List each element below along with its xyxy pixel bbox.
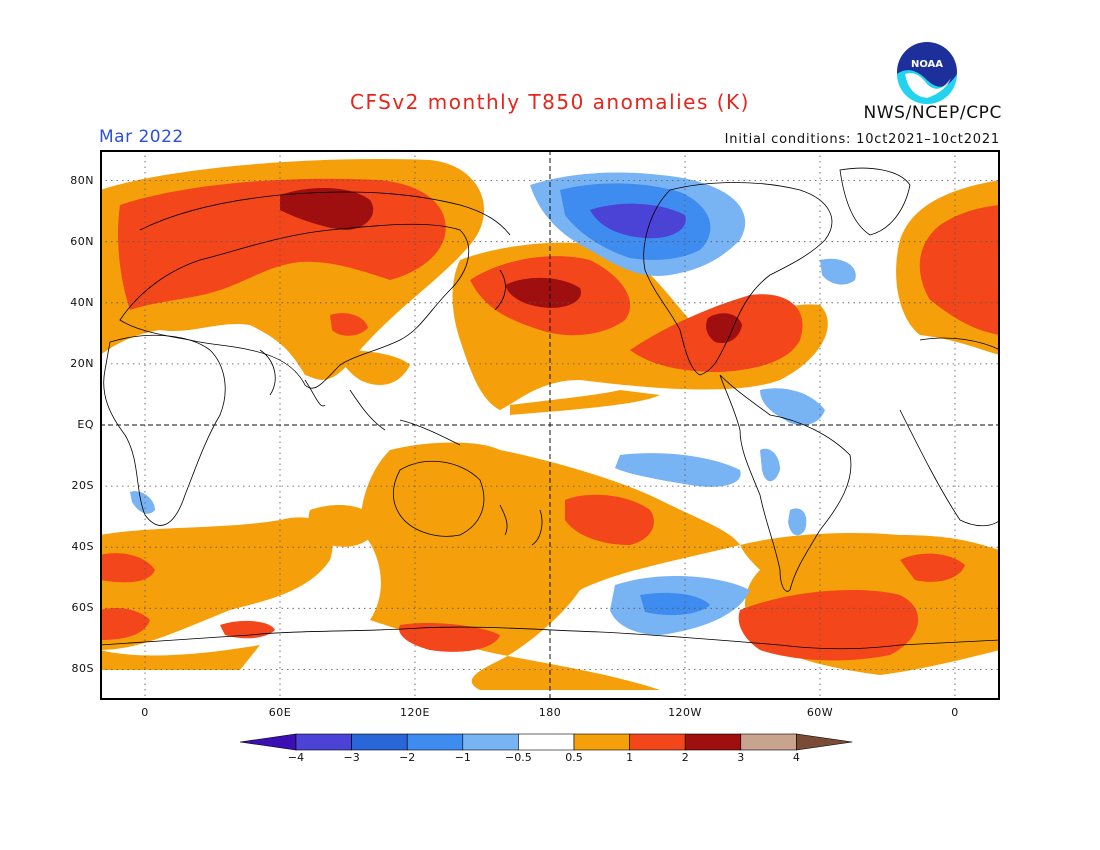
logo-text: NOAA: [911, 59, 943, 70]
lat-tick-label: 80N: [70, 173, 94, 187]
colorbar-swatch: [518, 733, 575, 751]
colorbar-label: 3: [737, 751, 745, 764]
colorbar-swatch: [740, 733, 797, 751]
lon-tick-label: 0: [141, 706, 149, 719]
colorbar-label: 2: [681, 751, 689, 764]
colorbar-swatch: [406, 733, 464, 751]
colorbar-swatch: [629, 733, 686, 751]
lat-tick-label: 40N: [70, 295, 94, 309]
colorbar-label: −0.5: [505, 751, 532, 764]
lat-tick-label: 60N: [70, 234, 94, 248]
anomaly-field-darkred: [280, 188, 742, 344]
lon-tick-label: 120W: [668, 706, 702, 719]
colorbar-label: 4: [792, 751, 800, 764]
colorbar-swatch: [573, 733, 630, 751]
lat-tick-label: 80S: [71, 662, 94, 676]
lon-tick-label: 120E: [400, 706, 430, 719]
noaa-logo-icon: NOAA: [897, 42, 957, 104]
lat-tick-label: EQ: [77, 418, 94, 431]
lat-tick-label: 20S: [71, 479, 94, 493]
colorbar-swatch: [295, 733, 352, 751]
forecast-month: Mar 2022: [99, 127, 184, 147]
colorbar-label: 0.5: [565, 751, 583, 764]
anomaly-map: [100, 150, 1000, 700]
colorbar-label: −1: [454, 751, 471, 764]
coastlines: [100, 167, 1000, 650]
lat-tick-label: 40S: [71, 540, 94, 554]
lon-tick-label: 180: [538, 706, 562, 719]
organization-label: NWS/NCEP/CPC: [863, 103, 1002, 123]
colorbar-label: 1: [626, 751, 634, 764]
colorbar: [239, 733, 853, 751]
lon-tick-label: 60E: [268, 706, 292, 719]
colorbar-swatch: [351, 733, 408, 751]
lon-tick-label: 0: [951, 706, 959, 719]
reference-lines: [100, 150, 1000, 700]
colorbar-swatch: [684, 733, 742, 751]
lat-tick-label: 20N: [70, 356, 94, 370]
colorbar-swatch: [796, 733, 853, 751]
map-title: CFSv2 monthly T850 anomalies (K): [350, 90, 750, 114]
colorbar-label: −2: [399, 751, 416, 764]
map-frame: [100, 150, 1000, 700]
lat-tick-label: 60S: [71, 601, 94, 615]
lon-tick-label: 60W: [806, 706, 834, 719]
initial-conditions: Initial conditions: 10ct2021–10ct2021: [724, 132, 1000, 147]
colorbar-swatch: [239, 733, 297, 751]
colorbar-label: −4: [287, 751, 305, 764]
colorbar-swatch: [462, 733, 519, 751]
colorbar-label: −3: [343, 751, 360, 764]
anomaly-field-darkblue: [590, 203, 686, 239]
